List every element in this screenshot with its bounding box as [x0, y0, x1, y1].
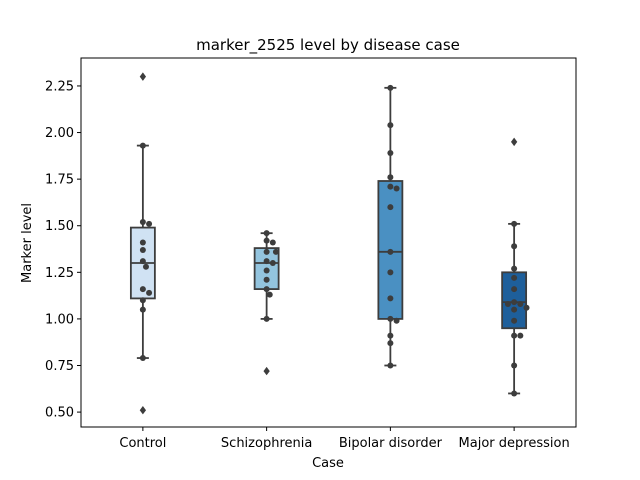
- data-point: [511, 362, 518, 369]
- data-point: [504, 301, 511, 307]
- data-point: [511, 243, 518, 250]
- data-point: [139, 219, 146, 225]
- data-point: [139, 355, 146, 362]
- x-tick-label: Major depression: [459, 436, 570, 451]
- data-point: [272, 248, 279, 255]
- data-point: [146, 289, 153, 296]
- outlier-marker: [139, 72, 147, 81]
- data-point: [387, 269, 394, 276]
- data-point: [269, 260, 276, 266]
- data-point: [511, 274, 518, 281]
- data-point: [263, 248, 270, 255]
- data-point: [387, 315, 394, 322]
- data-point: [263, 315, 270, 322]
- data-point: [517, 301, 524, 307]
- data-point: [263, 267, 270, 274]
- data-point: [511, 220, 518, 227]
- y-axis-label: Marker level: [20, 203, 35, 283]
- outlier-marker: [263, 366, 270, 376]
- axes-frame: [80, 57, 577, 428]
- swarm-group-1: [263, 230, 279, 322]
- data-point: [146, 220, 153, 227]
- data-point: [387, 84, 394, 91]
- data-point: [523, 304, 530, 311]
- data-point: [387, 362, 394, 369]
- data-point: [266, 291, 273, 298]
- y-tick-label: 1.25: [45, 266, 74, 281]
- data-point: [511, 332, 518, 339]
- outlier-marker: [510, 137, 518, 147]
- data-point: [139, 142, 146, 149]
- data-point: [387, 122, 394, 129]
- swarm-group-2: [387, 84, 400, 369]
- data-point: [263, 237, 270, 244]
- x-tick-label: Control: [119, 436, 166, 451]
- data-point: [511, 299, 518, 306]
- data-point: [511, 306, 518, 313]
- data-point: [387, 174, 394, 181]
- data-point: [387, 332, 394, 339]
- data-point: [139, 306, 146, 313]
- x-tick-label: Schizophrenia: [221, 436, 312, 451]
- data-point: [387, 183, 394, 190]
- y-tick-label: 2.25: [45, 79, 74, 94]
- swarm-group-3: [504, 220, 530, 397]
- data-point: [139, 258, 146, 265]
- plot-area: [129, 72, 530, 415]
- data-point: [517, 332, 524, 339]
- outlier-marker: [139, 406, 147, 415]
- y-tick-label: 1.00: [45, 312, 74, 327]
- chart-title: marker_2525 level by disease case: [196, 36, 460, 55]
- y-tick-label: 1.50: [45, 219, 74, 234]
- data-point: [263, 230, 270, 237]
- data-point: [387, 295, 394, 302]
- y-tick-label: 1.75: [45, 173, 74, 188]
- y-tick-label: 0.50: [45, 406, 74, 421]
- data-point: [511, 390, 518, 397]
- data-point: [139, 246, 146, 253]
- data-point: [263, 286, 270, 293]
- data-point: [393, 185, 400, 192]
- data-point: [263, 258, 270, 265]
- axes: 0.50 0.75 1.00 1.25 1.50 1.75 2.00 2.25 Control S…: [45, 79, 570, 451]
- data-point: [142, 263, 149, 270]
- swarm-group-0: [139, 142, 153, 362]
- data-point: [387, 340, 394, 347]
- data-point: [511, 286, 518, 293]
- data-point: [263, 276, 270, 283]
- x-axis-label: Case: [312, 456, 344, 471]
- y-tick-label: 2.00: [45, 126, 74, 141]
- data-point: [511, 265, 518, 272]
- data-point: [387, 150, 394, 157]
- data-point: [387, 248, 394, 255]
- data-point: [269, 239, 276, 246]
- data-point: [139, 286, 146, 293]
- data-point: [511, 317, 518, 324]
- data-point: [387, 204, 394, 211]
- y-tick-label: 0.75: [45, 359, 74, 374]
- data-point: [139, 239, 146, 246]
- x-tick-label: Bipolar disorder: [339, 436, 443, 451]
- data-point: [139, 297, 146, 304]
- data-point: [393, 317, 400, 324]
